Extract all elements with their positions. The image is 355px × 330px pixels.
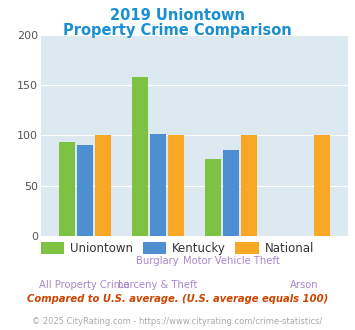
Legend: Uniontown, Kentucky, National: Uniontown, Kentucky, National [36,237,319,260]
Bar [223,150,239,236]
Text: All Property Crime: All Property Crime [39,280,130,290]
Bar [314,135,330,236]
Text: Property Crime Comparison: Property Crime Comparison [63,23,292,38]
Bar [150,134,166,236]
Text: Burglary: Burglary [136,256,179,266]
Text: Larceny & Theft: Larceny & Theft [118,280,197,290]
Text: Motor Vehicle Theft: Motor Vehicle Theft [182,256,279,266]
Bar [205,159,221,236]
Bar [59,142,75,236]
Text: 2019 Uniontown: 2019 Uniontown [110,8,245,23]
Bar [132,77,148,236]
Bar [77,145,93,236]
Text: Compared to U.S. average. (U.S. average equals 100): Compared to U.S. average. (U.S. average … [27,294,328,304]
Bar [241,135,257,236]
Bar [94,135,111,236]
Bar [168,135,184,236]
Text: © 2025 CityRating.com - https://www.cityrating.com/crime-statistics/: © 2025 CityRating.com - https://www.city… [32,317,323,326]
Text: Arson: Arson [290,280,318,290]
